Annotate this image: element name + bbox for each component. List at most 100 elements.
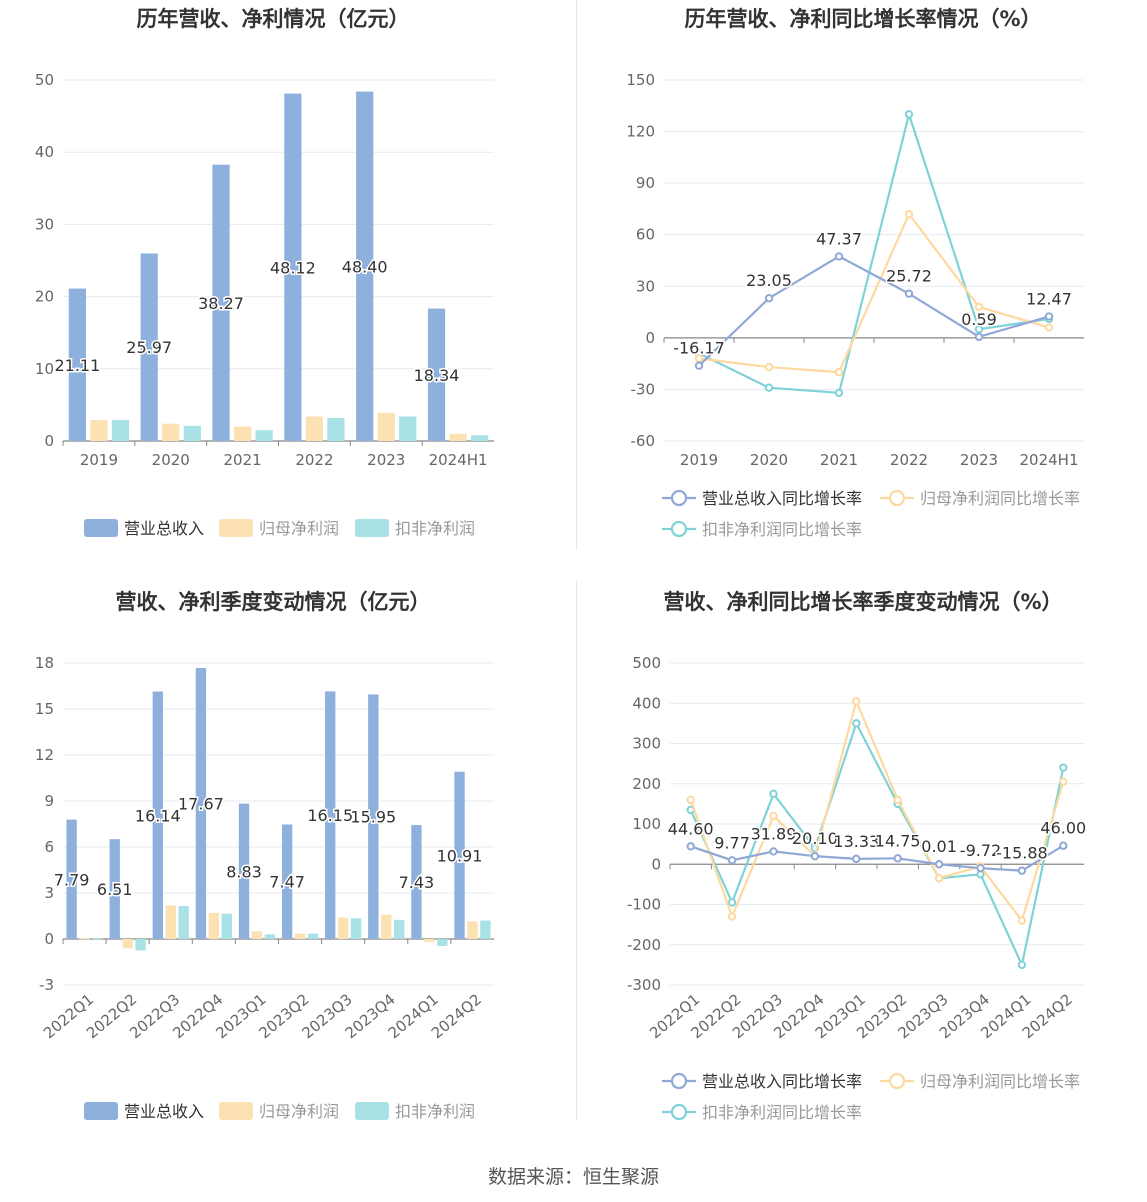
- data-point: [893, 854, 902, 863]
- data-point: [1044, 312, 1054, 321]
- legend-label: 扣非净利润: [395, 519, 475, 538]
- data-point: [893, 795, 902, 805]
- legend-swatch: [84, 1102, 118, 1120]
- data-point: [1059, 841, 1068, 850]
- x-tick-label: 2022: [295, 451, 333, 469]
- series-line: [690, 844, 1064, 872]
- series-line: [698, 211, 1050, 374]
- data-point: [852, 854, 861, 864]
- bar: [79, 938, 90, 940]
- bar: [111, 420, 130, 441]
- x-tick-label: 2024H1: [1020, 451, 1079, 469]
- legend-label: 营业总收入: [124, 519, 204, 538]
- data-point: [1044, 323, 1054, 332]
- annual-line-svg: 历年营收、净利同比增长率情况（%） -60 -30 0 30 60 90 120 150 2019…: [626, 7, 1084, 539]
- y-tick-label: 9: [44, 792, 54, 810]
- y-tick-label: 30: [35, 215, 54, 233]
- data-label: 8.83: [226, 862, 262, 881]
- data-source-note: 数据来源：恒生聚源: [487, 1166, 659, 1188]
- y-tick-label: 10: [35, 360, 54, 378]
- data-label: 23.05: [746, 271, 792, 290]
- legend-swatch: [888, 489, 906, 507]
- legend-swatch: [670, 1072, 688, 1090]
- bar: [90, 420, 108, 441]
- legend-swatch: [670, 489, 688, 507]
- quarterly-bar-svg: 营收、净利季度变动情况（亿元）-303691215182022Q12022Q22…: [35, 590, 494, 1121]
- bar: [122, 939, 133, 949]
- bar: [471, 435, 489, 441]
- y-tick-label: 30: [636, 277, 655, 295]
- data-point: [904, 289, 914, 298]
- y-tick-label: -100: [627, 896, 661, 914]
- data-label: 10.91: [437, 846, 483, 865]
- data-point: [727, 856, 737, 865]
- quarterly-growth-rate-chart: 营收、净利同比增长率季度变动情况（%） -300 -200 -100 0 100 200 30…: [574, 583, 1147, 1143]
- data-label: 46.00: [1040, 819, 1086, 838]
- data-point: [934, 874, 944, 883]
- divider: [576, 580, 577, 1120]
- bar: [325, 691, 336, 939]
- data-point: [727, 912, 737, 921]
- data-point: [686, 795, 695, 805]
- data-label: 48.12: [270, 258, 316, 277]
- legend-label: 归母净利润: [259, 1102, 339, 1121]
- y-tick-label: 500: [632, 654, 661, 672]
- bar: [178, 906, 189, 939]
- data-label: -16.17: [673, 339, 725, 358]
- data-point: [769, 847, 778, 856]
- data-point: [974, 325, 984, 334]
- data-label: -15.88: [996, 844, 1048, 863]
- data-point: [852, 719, 861, 728]
- y-tick-label: 15: [35, 700, 54, 718]
- divider: [576, 0, 577, 550]
- data-point: [852, 697, 861, 706]
- data-point: [694, 361, 704, 370]
- bar: [212, 164, 230, 441]
- data-point: [904, 110, 914, 119]
- data-point: [810, 851, 820, 861]
- x-tick-label: 2021: [820, 451, 858, 469]
- x-tick-label: 2019: [680, 451, 718, 469]
- legend-swatch: [355, 519, 389, 537]
- data-point: [934, 860, 944, 869]
- bar: [135, 939, 146, 951]
- bar: [183, 425, 201, 441]
- data-label: 25.97: [126, 338, 172, 357]
- data-label: 9.77: [714, 833, 750, 852]
- data-label: 38.27: [198, 294, 244, 313]
- data-point: [904, 209, 914, 219]
- y-tick-label: 50: [35, 71, 54, 89]
- data-point: [764, 362, 774, 372]
- bar: [399, 416, 417, 441]
- legend-label: 营业总收入: [124, 1102, 204, 1121]
- data-point: [834, 388, 844, 398]
- y-tick-label: 0: [44, 432, 54, 450]
- data-label: 18.34: [414, 366, 460, 385]
- data-label: 17.67: [178, 795, 224, 814]
- bar: [327, 417, 345, 441]
- legend-label: 归母净利润同比增长率: [920, 1072, 1080, 1091]
- y-tick-label: 300: [632, 735, 661, 753]
- data-label: 13.33: [833, 832, 879, 851]
- data-label: 0.59: [961, 310, 997, 329]
- data-point: [769, 789, 778, 799]
- data-label: 48.40: [342, 257, 388, 276]
- y-tick-label: 12: [35, 746, 54, 764]
- y-tick-label: 90: [636, 174, 655, 192]
- data-point: [1059, 763, 1068, 772]
- data-point: [1017, 960, 1027, 970]
- legend-swatch: [219, 519, 253, 537]
- bar: [109, 839, 120, 939]
- y-tick-label: 120: [626, 123, 655, 141]
- data-label: 6.51: [97, 880, 133, 899]
- bar: [208, 912, 220, 939]
- data-point: [1017, 866, 1027, 875]
- bar: [294, 933, 306, 939]
- data-point: [1059, 777, 1068, 786]
- bar: [437, 939, 448, 946]
- legend-swatch: [219, 1102, 253, 1120]
- bar: [424, 939, 435, 943]
- data-point: [769, 811, 778, 821]
- bar: [221, 913, 232, 939]
- bar: [394, 919, 405, 939]
